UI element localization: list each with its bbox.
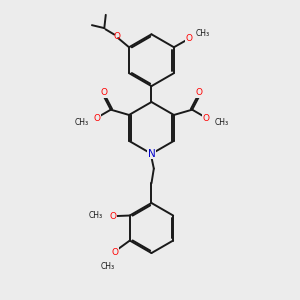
Text: O: O — [101, 88, 108, 98]
Text: O: O — [195, 88, 202, 98]
Text: CH₃: CH₃ — [88, 211, 103, 220]
Text: N: N — [148, 149, 155, 159]
Text: CH₃: CH₃ — [214, 118, 229, 127]
Text: O: O — [93, 114, 100, 123]
Text: O: O — [112, 248, 118, 257]
Text: CH₃: CH₃ — [101, 262, 115, 271]
Text: O: O — [113, 32, 120, 41]
Text: O: O — [203, 114, 210, 123]
Text: CH₃: CH₃ — [196, 28, 210, 38]
Text: CH₃: CH₃ — [74, 118, 88, 127]
Text: O: O — [109, 212, 116, 221]
Text: O: O — [185, 34, 192, 43]
